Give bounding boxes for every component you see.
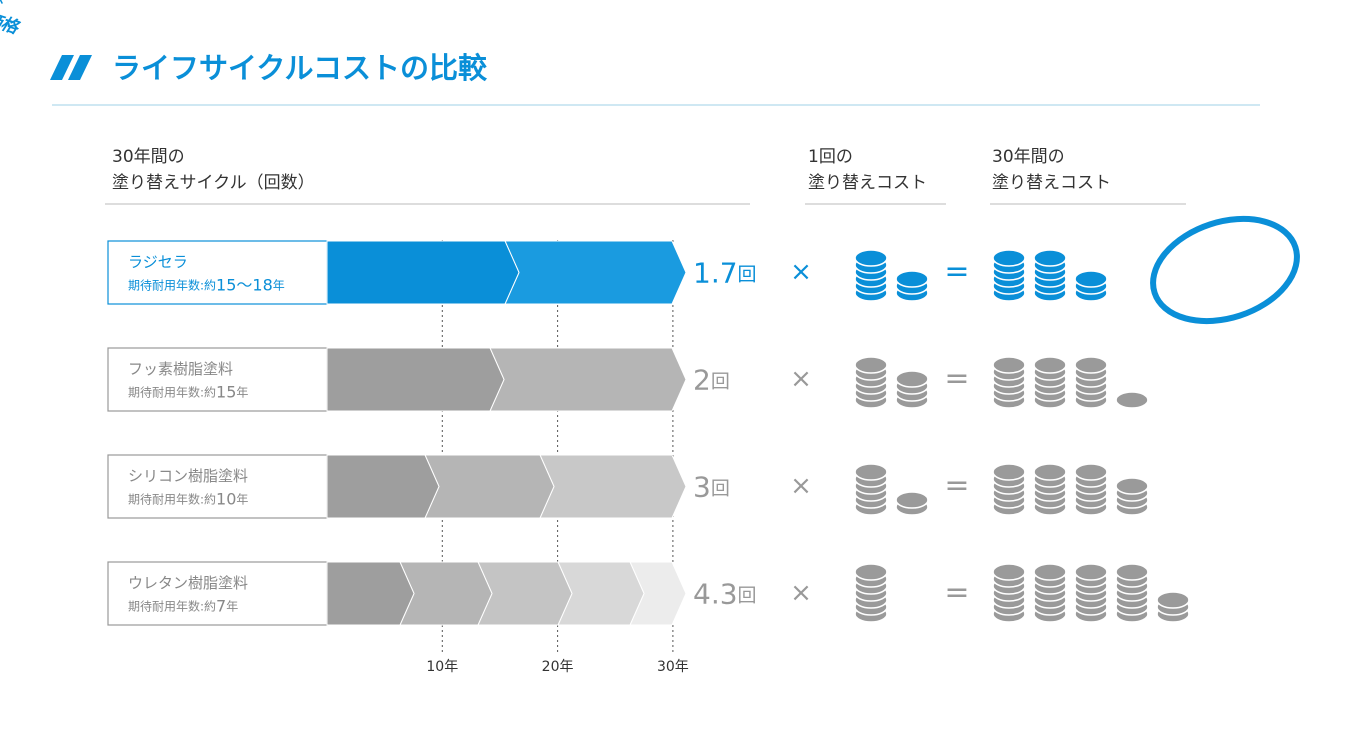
coin (1115, 563, 1149, 581)
column-header: 30年間の (112, 147, 185, 167)
row-life: 期待耐用年数:約15〜18年 (128, 275, 285, 294)
coin (992, 356, 1026, 374)
coin (1156, 591, 1190, 609)
coin (895, 370, 929, 388)
coin (1033, 356, 1067, 374)
count-value: 2 (693, 364, 711, 397)
count-unit: 回 (738, 263, 757, 285)
coin (854, 356, 888, 374)
coin (854, 563, 888, 581)
badge-text: × (0, 0, 8, 9)
column-header: 塗り替えコスト (808, 172, 927, 193)
life-part: 7 (216, 596, 226, 615)
life-part: 15〜18 (216, 275, 273, 294)
badge-ring (1150, 215, 1300, 325)
year-label: 20年 (542, 659, 574, 675)
times: × (790, 257, 812, 287)
coin (1074, 463, 1108, 481)
cycle-segment (326, 240, 520, 305)
column-header: 30年間の (992, 147, 1065, 167)
title-icon (50, 55, 74, 80)
life-part: 15 (216, 382, 236, 401)
times: × (790, 364, 812, 394)
column-header: 1回の (808, 147, 853, 167)
times: × (790, 471, 812, 501)
coin (992, 563, 1026, 581)
life-part: 10 (216, 489, 236, 508)
cycle-count: 3回 (693, 471, 730, 504)
coin (1074, 356, 1108, 374)
cycle-segment (504, 240, 687, 305)
coin (992, 249, 1026, 267)
cycle-count: 2回 (693, 364, 730, 397)
cycle-segment (424, 454, 555, 519)
column-header: 塗り替えサイクル（回数） (112, 172, 315, 193)
life-part: 期待耐用年数:約 (128, 277, 216, 292)
coin (895, 491, 929, 509)
label-box (107, 240, 328, 305)
life-part: 期待耐用年数:約 (128, 384, 216, 399)
cycle-segment (326, 561, 415, 626)
row-name: ラジセラ (128, 253, 188, 271)
life-part: 年 (273, 278, 285, 292)
row-name: ウレタン樹脂塗料 (128, 574, 248, 592)
count-value: 4.3 (693, 578, 738, 611)
coin (854, 249, 888, 267)
label-box (107, 347, 328, 412)
count-value: 1.7 (693, 257, 738, 290)
title-icon (68, 55, 92, 80)
label-box (107, 454, 328, 519)
coin (1074, 270, 1108, 288)
count-unit: 回 (711, 370, 730, 392)
cycle-count: 4.3回 (693, 578, 757, 611)
label-box (107, 561, 328, 626)
row-life: 期待耐用年数:約7年 (128, 596, 238, 615)
cycle-segment (539, 454, 687, 519)
life-part: 年 (236, 385, 248, 399)
coin (1033, 563, 1067, 581)
badge (1150, 215, 1300, 325)
row-name: フッ素樹脂塗料 (128, 360, 233, 378)
count-value: 3 (693, 471, 711, 504)
cycle-segment (326, 347, 505, 412)
coin (1033, 463, 1067, 481)
row-life: 期待耐用年数:約10年 (128, 489, 248, 508)
coin (1115, 391, 1149, 409)
life-part: 年 (236, 492, 248, 506)
coin (854, 463, 888, 481)
year-label: 30年 (657, 659, 689, 675)
row-name: シリコン樹脂塗料 (128, 467, 248, 485)
coin (1074, 563, 1108, 581)
coin (1033, 249, 1067, 267)
times: × (790, 578, 812, 608)
coin (895, 270, 929, 288)
cycle-segment (326, 454, 440, 519)
count-unit: 回 (711, 477, 730, 499)
life-part: 年 (226, 599, 238, 613)
equals: = (944, 575, 969, 610)
life-part: 期待耐用年数:約 (128, 598, 216, 613)
coin (1115, 477, 1149, 495)
count-unit: 回 (738, 584, 757, 606)
equals: = (944, 254, 969, 289)
badge-text: 低価格 (0, 4, 22, 39)
equals: = (944, 468, 969, 503)
title: ライフサイクルコストの比較 (112, 51, 488, 85)
cycle-count: 1.7回 (693, 257, 757, 290)
cycle-segment (489, 347, 687, 412)
row-life: 期待耐用年数:約15年 (128, 382, 248, 401)
equals: = (944, 361, 969, 396)
year-label: 10年 (426, 659, 458, 675)
column-header: 塗り替えコスト (992, 172, 1111, 193)
life-part: 期待耐用年数:約 (128, 491, 216, 506)
coin (992, 463, 1026, 481)
